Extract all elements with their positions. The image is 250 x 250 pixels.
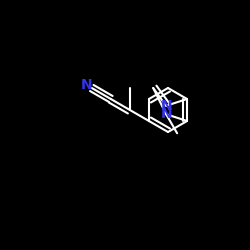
Text: N: N (80, 78, 92, 92)
Text: N: N (160, 107, 172, 121)
Text: N: N (160, 99, 172, 113)
